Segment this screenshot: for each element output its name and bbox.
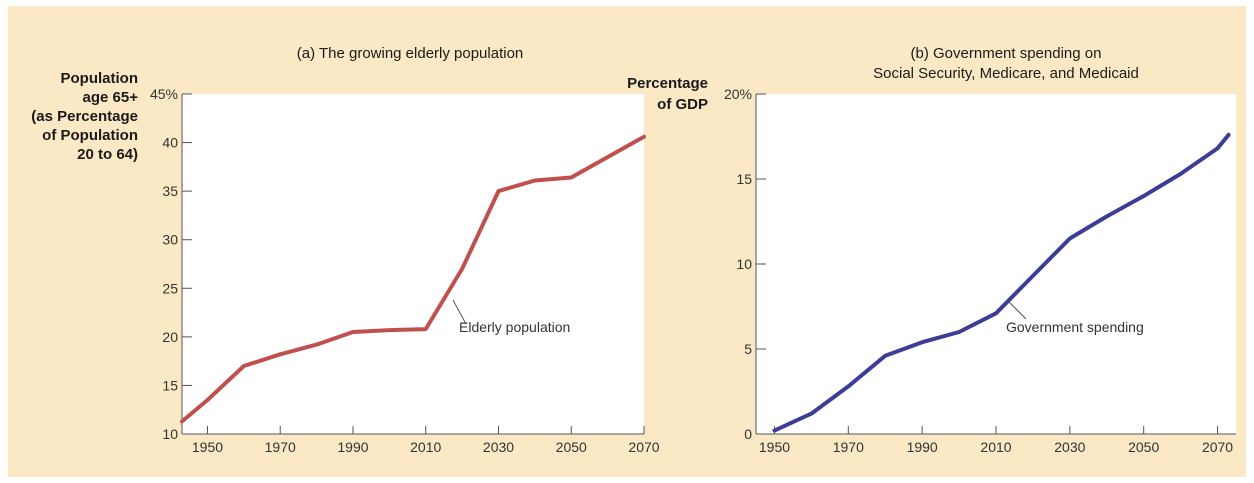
y-tick-label: 25 (162, 280, 178, 296)
y-tick-label: 20 (162, 329, 178, 345)
chart-title: (a) The growing elderly population (297, 45, 524, 62)
y-tick-label: 0 (744, 426, 752, 442)
x-tick-label: 1950 (759, 439, 790, 455)
annotation-leader (1008, 301, 1027, 320)
chart-title: (b) Government spending on (911, 45, 1102, 62)
y-tick-label: 15 (162, 377, 178, 393)
y-tick-label: 5 (744, 341, 752, 357)
y-tick-label: 45% (150, 86, 178, 102)
x-tick-label: 2070 (1202, 439, 1233, 455)
x-tick-label: 1950 (192, 439, 223, 455)
y-axis-label: age 65+ (83, 89, 139, 106)
annotation-label: Elderly population (459, 319, 570, 335)
y-axis-label: (as Percentage (31, 108, 138, 125)
y-axis-label: of GDP (657, 96, 708, 113)
x-tick-label: 2030 (1054, 439, 1085, 455)
x-tick-label: 1970 (265, 439, 296, 455)
chart-elderly-population: (a) The growing elderly population Popula… (31, 45, 660, 455)
charts-svg: (a) The growing elderly population Popula… (31, 45, 1236, 455)
y-tick-label: 15 (736, 171, 752, 187)
series-line (772, 132, 1231, 433)
y-tick-label: 40 (162, 135, 178, 151)
y-axis-label: 20 to 64) (77, 146, 138, 163)
y-axis-label: Percentage (627, 75, 708, 92)
x-tick-label: 1990 (337, 439, 368, 455)
y-tick-label: 10 (736, 256, 752, 272)
x-tick-label: 1970 (833, 439, 864, 455)
x-tick-label: 2050 (556, 439, 587, 455)
x-tick-label: 2030 (483, 439, 514, 455)
figure-background: (a) The growing elderly population Popula… (8, 6, 1246, 477)
x-tick-label: 2010 (410, 439, 441, 455)
annotation-leader (452, 299, 467, 325)
y-tick-label: 20% (724, 86, 752, 102)
y-axis-label: of Population (42, 127, 138, 144)
plot-area (182, 94, 644, 434)
x-tick-label: 1990 (907, 439, 938, 455)
y-tick-label: 10 (162, 426, 178, 442)
x-tick-label: 2010 (980, 439, 1011, 455)
annotation-label: Government spending (1006, 319, 1144, 335)
plot-area (756, 94, 1236, 434)
y-axis-label: Population (61, 70, 139, 87)
y-tick-label: 35 (162, 183, 178, 199)
x-tick-label: 2050 (1128, 439, 1159, 455)
chart-title: Social Security, Medicare, and Medicaid (873, 65, 1139, 82)
y-tick-label: 30 (162, 232, 178, 248)
x-tick-label: 2070 (628, 439, 659, 455)
series-line (180, 134, 646, 424)
chart-government-spending: (b) Government spending on Social Securit… (627, 45, 1236, 455)
